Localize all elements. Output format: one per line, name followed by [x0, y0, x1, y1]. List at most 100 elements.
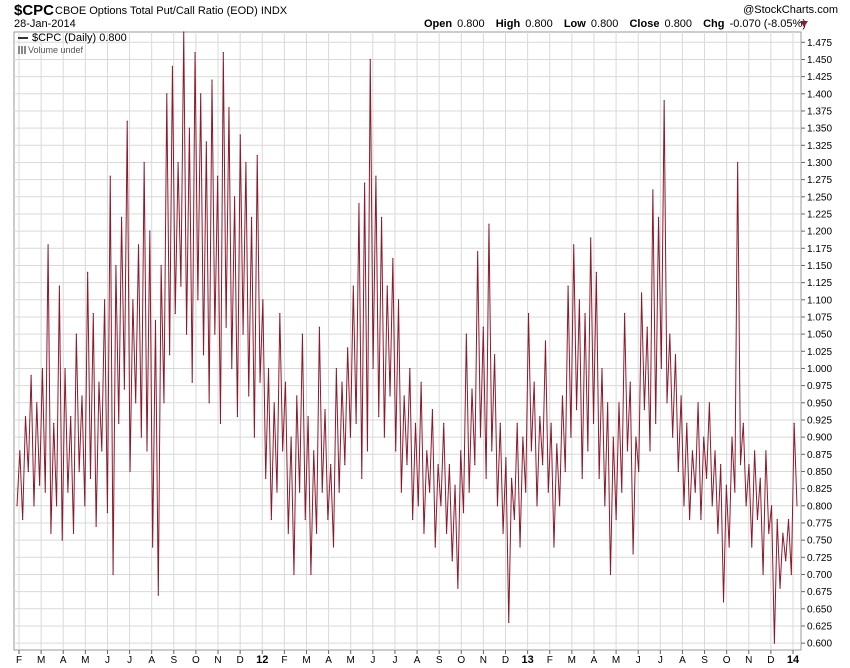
data-point — [731, 436, 733, 438]
x-tick-label: M — [347, 655, 355, 666]
y-tick-label: 0.650 — [807, 604, 832, 615]
data-point — [140, 436, 142, 438]
data-point — [674, 354, 677, 356]
data-point — [499, 422, 501, 424]
data-point — [115, 264, 117, 267]
data-point — [598, 477, 600, 479]
data-point — [118, 422, 120, 424]
data-point — [785, 560, 787, 562]
data-point — [392, 258, 394, 260]
data-point — [84, 505, 86, 507]
data-point — [420, 381, 422, 383]
data-point — [81, 395, 83, 397]
data-point — [287, 532, 289, 534]
data-point — [734, 491, 736, 493]
data-point — [265, 477, 267, 479]
data-point — [440, 505, 442, 507]
data-point — [615, 518, 617, 521]
data-point — [646, 326, 648, 328]
data-point — [694, 491, 696, 493]
data-point — [101, 450, 103, 452]
data-point — [352, 285, 354, 287]
data-point — [657, 216, 660, 218]
data-point — [556, 443, 558, 445]
data-point — [267, 367, 270, 370]
x-tick-label: J — [658, 655, 663, 666]
data-point — [380, 216, 383, 218]
data-point — [700, 518, 702, 521]
x-tick-label: M — [612, 655, 620, 666]
y-tick-label: 0.825 — [807, 484, 832, 495]
data-point — [691, 450, 694, 452]
data-point — [649, 450, 651, 452]
data-point — [22, 518, 24, 521]
data-point — [776, 518, 778, 521]
y-tick-label: 1.150 — [807, 261, 832, 272]
data-point — [570, 436, 572, 438]
quote-summary: Open 0.800 High 0.800 Low 0.800 Close 0.… — [424, 18, 806, 30]
data-point — [626, 450, 629, 452]
data-point — [643, 409, 645, 411]
data-point — [361, 477, 363, 479]
data-point — [448, 464, 450, 466]
data-point — [171, 65, 174, 67]
data-point — [573, 244, 575, 246]
data-point — [638, 470, 640, 473]
data-point — [75, 333, 77, 335]
series-group — [16, 31, 798, 644]
data-point — [349, 436, 352, 438]
data-point — [471, 388, 473, 390]
data-point — [313, 450, 315, 452]
y-tick-label: 1.025 — [807, 347, 832, 358]
data-point — [19, 450, 21, 452]
data-point — [55, 505, 58, 507]
data-point — [652, 189, 654, 191]
data-point — [16, 505, 18, 507]
data-point — [44, 491, 46, 493]
data-point — [338, 491, 340, 493]
data-point — [262, 299, 264, 301]
data-point — [779, 587, 781, 589]
data-point — [739, 464, 742, 466]
data-point — [169, 354, 171, 356]
data-point — [787, 518, 790, 521]
data-point — [725, 484, 727, 486]
data-point — [307, 415, 309, 418]
chg-label: Chg — [703, 18, 725, 30]
y-tick-label: 1.375 — [807, 106, 832, 117]
y-tick-label: 1.475 — [807, 38, 832, 49]
x-tick-label: N — [214, 655, 221, 666]
x-axis: F M A M J J A S O N D 12 F M A M J J A S O N D 13 F M A M J J A S O N D 14 — [16, 650, 800, 666]
data-point — [200, 93, 202, 95]
x-tick-label: J — [636, 655, 641, 666]
data-point — [344, 464, 346, 466]
data-point — [259, 381, 261, 383]
data-point — [383, 436, 385, 438]
data-point — [301, 333, 304, 335]
data-point — [403, 395, 405, 397]
data-point — [660, 367, 662, 370]
data-point — [717, 532, 719, 534]
data-point — [414, 422, 417, 424]
data-point — [137, 244, 140, 246]
data-point — [754, 450, 756, 452]
data-point — [655, 422, 657, 424]
description-text: CBOE Options Total Put/Call Ratio (EOD) — [55, 5, 258, 17]
y-tick-label: 1.225 — [807, 209, 832, 220]
legend-line-swatch — [18, 37, 28, 39]
data-point — [607, 402, 609, 404]
data-point — [355, 422, 357, 424]
data-point — [231, 367, 233, 370]
x-tick-label: D — [502, 655, 509, 666]
data-point — [759, 477, 761, 479]
data-point — [539, 415, 541, 418]
data-point — [205, 141, 207, 143]
data-point — [581, 477, 583, 479]
data-point — [180, 285, 182, 287]
data-point — [703, 436, 705, 438]
chart-date: 28-Jan-2014 — [14, 18, 76, 30]
data-point — [672, 436, 674, 438]
y-tick-label: 0.600 — [807, 639, 832, 650]
brand-label: @StockCharts.com — [743, 4, 838, 16]
